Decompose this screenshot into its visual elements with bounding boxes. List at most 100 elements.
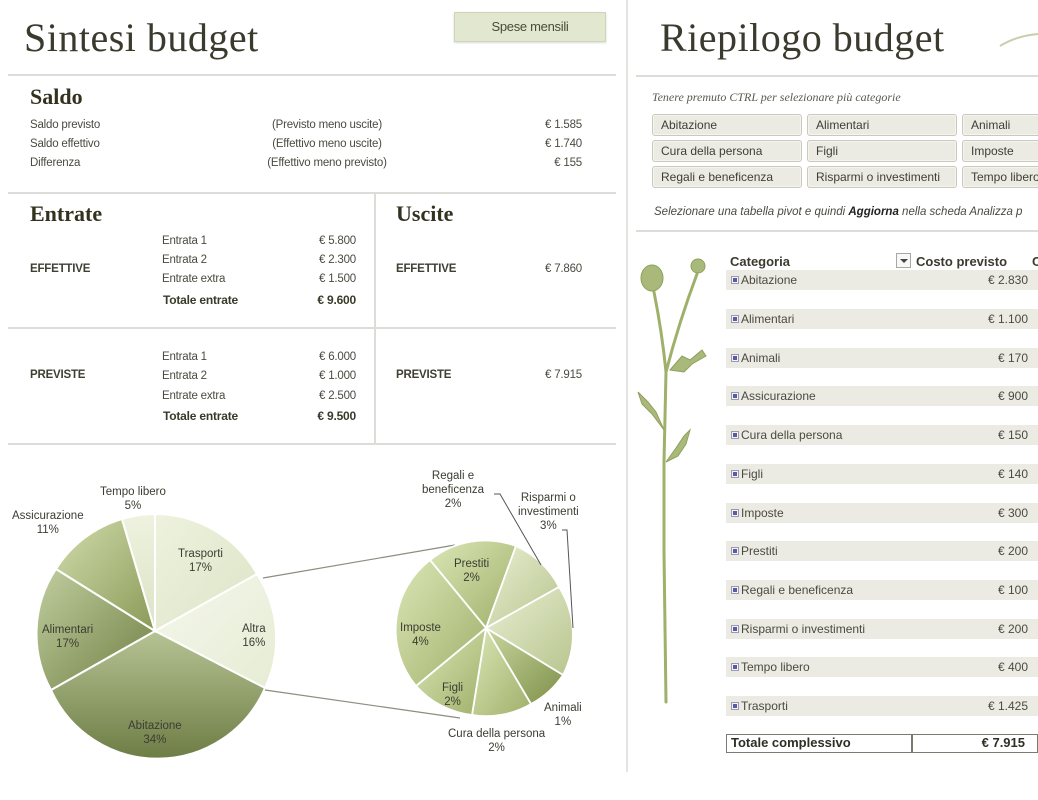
expand-icon[interactable]	[731, 509, 739, 517]
income-total-value: € 9.500	[317, 409, 356, 423]
page-title: Sintesi budget	[24, 15, 259, 60]
pie-label-assicurazione: Assicurazione 11%	[12, 510, 84, 536]
divider	[8, 192, 616, 194]
pie-label-risparmi: Risparmi o investimenti 3%	[518, 492, 579, 532]
income-label: Entrate extra	[162, 273, 226, 285]
pivot-row[interactable]: Abitazione € 2.830	[726, 270, 1038, 290]
income-value: € 2.300	[319, 254, 356, 266]
pie-label-trasporti: Trasporti 17%	[178, 548, 223, 574]
uscite-heading: Uscite	[396, 201, 454, 226]
expand-icon[interactable]	[731, 586, 739, 594]
income-label: Entrata 2	[162, 254, 207, 266]
income-total-label: Totale entrate	[163, 293, 238, 307]
saldo-formula: (Previsto meno uscite)	[272, 119, 382, 131]
pie-label-abitazione: Abitazione 34%	[128, 720, 182, 746]
slicer-cura-persona[interactable]: Cura della persona	[652, 140, 802, 162]
slicer-tempo-libero[interactable]: Tempo libero	[962, 166, 1038, 188]
expand-icon[interactable]	[731, 470, 739, 478]
pivot-row[interactable]: Assicurazione € 900	[726, 386, 1038, 406]
expand-icon[interactable]	[731, 431, 739, 439]
income-total-label: Totale entrate	[163, 409, 238, 423]
income-label: Entrata 1	[162, 351, 207, 363]
pie-label-prestiti: Prestiti 2%	[454, 558, 490, 584]
plant-stem-decoration-icon	[999, 33, 1038, 47]
pie-label-figli: Figli 2%	[442, 682, 464, 708]
slicer-abitazione[interactable]: Abitazione	[652, 114, 802, 136]
divider	[636, 75, 1038, 77]
pie-label-animali: Animali 1%	[544, 702, 582, 728]
saldo-formula: (Effettivo meno previsto)	[267, 157, 387, 169]
slicer-risparmi[interactable]: Risparmi o investimenti	[807, 166, 957, 188]
divider	[636, 230, 1038, 232]
pivot-header-cost: Costo previsto	[916, 254, 1008, 269]
income-label: Entrata 1	[162, 235, 207, 247]
expand-icon[interactable]	[731, 276, 739, 284]
pivot-row[interactable]: Regali e beneficenza € 100	[726, 580, 1038, 600]
saldo-value: € 1.585	[545, 119, 582, 131]
slicer-imposte[interactable]: Imposte	[962, 140, 1038, 162]
pivot-row[interactable]: Risparmi o investimenti € 200	[726, 619, 1038, 639]
pivot-header-category: Categoria	[730, 254, 790, 269]
entrate-effettive-label: EFFETTIVE	[30, 263, 91, 275]
pivot-header-next: C	[1032, 254, 1038, 269]
saldo-value: € 1.740	[545, 138, 582, 150]
divider	[8, 327, 616, 329]
divider	[8, 74, 616, 76]
income-label: Entrate extra	[162, 390, 226, 402]
pivot-row[interactable]: Imposte € 300	[726, 503, 1038, 523]
pivot-grand-total: Totale complessivo € 7.915	[726, 734, 1038, 753]
income-value: € 2.500	[319, 390, 356, 402]
saldo-heading: Saldo	[30, 84, 83, 109]
saldo-label: Differenza	[30, 157, 81, 169]
expand-icon[interactable]	[731, 702, 739, 710]
pivot-row[interactable]: Prestiti € 200	[726, 541, 1038, 561]
income-value: € 1.000	[319, 370, 356, 382]
pivot-hint: Selezionare una tabella pivot e quindi A…	[654, 206, 1023, 218]
pivot-row[interactable]: Figli € 140	[726, 464, 1038, 484]
pivot-row[interactable]: Trasporti € 1.425	[726, 696, 1038, 716]
divider	[374, 193, 376, 443]
ctrl-hint: Tenere premuto CTRL per selezionare più …	[652, 90, 901, 104]
slicer-regali[interactable]: Regali e beneficenza	[652, 166, 802, 188]
slicer-alimentari[interactable]: Alimentari	[807, 114, 957, 136]
saldo-formula: (Effettivo meno uscite)	[272, 138, 382, 150]
expand-icon[interactable]	[731, 392, 739, 400]
income-value: € 1.500	[319, 273, 356, 285]
filter-dropdown-icon[interactable]	[896, 253, 911, 268]
slicer-animali[interactable]: Animali	[962, 114, 1038, 136]
pie-label-alimentari: Alimentari 17%	[42, 624, 94, 650]
income-value: € 6.000	[319, 351, 356, 363]
expand-icon[interactable]	[731, 663, 739, 671]
pivot-row[interactable]: Tempo libero € 400	[726, 657, 1038, 677]
riepilogo-budget-sheet: Riepilogo budget Tenere premuto CTRL per…	[628, 0, 1038, 800]
pivot-row[interactable]: Animali € 170	[726, 348, 1038, 368]
spese-mensili-button[interactable]: Spese mensili	[454, 12, 606, 42]
pie-label-cura-persona: Cura della persona 2%	[448, 728, 546, 754]
sintesi-budget-sheet: Sintesi budget Spese mensili Saldo Saldo…	[8, 12, 616, 760]
pie-label-imposte: Imposte 4%	[400, 622, 441, 648]
slicer-figli[interactable]: Figli	[807, 140, 957, 162]
income-value: € 5.800	[319, 235, 356, 247]
expand-icon[interactable]	[731, 315, 739, 323]
pie-label-altra: Altra 16%	[242, 623, 266, 649]
page-title: Riepilogo budget	[660, 15, 945, 60]
income-total-value: € 9.600	[317, 293, 356, 307]
saldo-label: Saldo effettivo	[30, 138, 100, 150]
income-label: Entrata 2	[162, 370, 207, 382]
sheet-separator	[626, 0, 628, 772]
divider	[8, 443, 616, 445]
pivot-row[interactable]: Cura della persona € 150	[726, 425, 1038, 445]
plant-illustration-icon	[637, 258, 707, 704]
pivot-row[interactable]: Alimentari € 1.100	[726, 309, 1038, 329]
expand-icon[interactable]	[731, 354, 739, 362]
expand-icon[interactable]	[731, 625, 739, 633]
saldo-label: Saldo previsto	[30, 119, 101, 131]
pie-label-regali: Regali e beneficenza 2%	[422, 470, 485, 510]
expand-icon[interactable]	[731, 547, 739, 555]
uscite-effettive-value: € 7.860	[545, 263, 582, 275]
uscite-previste-label: PREVISTE	[396, 369, 452, 381]
uscite-previste-value: € 7.915	[545, 369, 582, 381]
uscite-effettive-label: EFFETTIVE	[396, 263, 457, 275]
pie-label-tempo-libero: Tempo libero 5%	[100, 486, 166, 512]
entrate-previste-label: PREVISTE	[30, 369, 86, 381]
